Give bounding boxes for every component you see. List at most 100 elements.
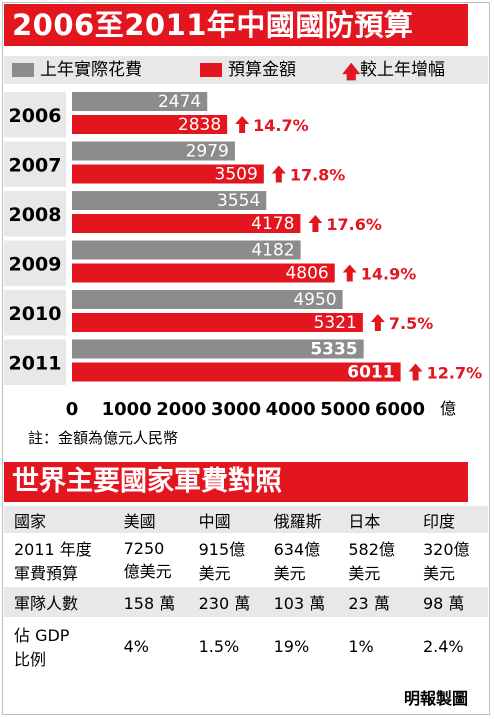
- table-cell: 2.4%: [412, 618, 488, 675]
- table-cell: 103 萬: [263, 586, 339, 619]
- table-cell: 4%: [113, 618, 189, 675]
- table-cell: 634億美元: [263, 534, 339, 587]
- legend-label-actual: 上年實際花費: [40, 60, 142, 80]
- row-label-troops: 軍隊人數: [4, 586, 114, 619]
- table-cell: 582億 美元: [338, 534, 413, 587]
- bar-budget-value-label: 4806: [285, 264, 328, 284]
- cell-line: 915億: [198, 540, 246, 559]
- legend-label-budget: 預算金額: [228, 60, 296, 80]
- table-header-japan: 日本: [338, 506, 413, 535]
- row-label-budget: 2011 年度 軍費預算: [4, 534, 114, 587]
- growth-label: 17.8%: [290, 166, 346, 185]
- credit-text: 明報製圖: [403, 689, 468, 708]
- growth-label: 12.7%: [427, 364, 483, 383]
- cell-line: 美元: [198, 564, 231, 583]
- bar-actual-value-label: 5335: [310, 340, 357, 360]
- bar-actual-value-label: 3554: [217, 191, 260, 211]
- row-label-line: 軍費預算: [14, 564, 79, 583]
- bar-budget: [72, 313, 363, 332]
- bar-actual-value-label: 2474: [158, 92, 201, 112]
- cell-line: 320億: [422, 540, 470, 559]
- table-header-russia: 俄羅斯: [263, 506, 339, 535]
- year-label: 2011: [9, 352, 62, 374]
- table-cell: 98 萬: [412, 586, 488, 619]
- table-header-row: 國家 美國 中國 俄羅斯 日本 印度: [4, 506, 488, 535]
- graphic-frame: [2, 2, 490, 715]
- table-cell: 320億美元: [412, 534, 488, 587]
- x-tick-label: 3000: [211, 399, 261, 420]
- cell-line: 美元: [422, 564, 455, 583]
- table-row-troops: 軍隊人數 158 萬 230 萬 103 萬 23 萬 98 萬: [4, 586, 488, 619]
- table-row-budget: 2011 年度 軍費預算 7250 億美元 915億美元 634億美元 582億美…: [4, 534, 488, 587]
- table-cell: 915億美元: [188, 534, 264, 587]
- bar-budget: [72, 362, 401, 382]
- year-label: 2009: [9, 253, 62, 275]
- cell-line: 美元: [273, 564, 306, 583]
- up-arrow-icon: [342, 264, 357, 282]
- row-label-gdp: 佔 GDP 比例: [4, 618, 114, 675]
- cell-line: 美元: [348, 564, 381, 583]
- year-label: 2007: [9, 154, 62, 176]
- bar-budget: [72, 214, 301, 233]
- x-tick-label: 2000: [156, 399, 206, 420]
- bar-budget: [72, 164, 264, 184]
- row-label-line: 比例: [14, 650, 47, 669]
- year-cell-bg: [4, 92, 66, 138]
- bar-budget-value-label: 3509: [215, 165, 258, 185]
- up-arrow-icon: [308, 215, 323, 232]
- bar-chart: 2006 2474 2838 14.7% 2007 2979 3509 17.8% 2008 35…: [4, 92, 483, 420]
- table-header-country: 國家: [4, 506, 114, 535]
- bar-budget-value-label: 2838: [178, 115, 221, 135]
- x-unit-label: 億: [440, 399, 456, 418]
- growth-label: 14.7%: [253, 116, 309, 135]
- year-cell-bg: [4, 290, 66, 336]
- chart-title: 2006至2011年中國國防預算: [4, 4, 468, 46]
- bar-budget-value-label: 4178: [251, 214, 294, 234]
- year-cell-bg: [4, 141, 66, 187]
- military-spending-table: 國家 美國 中國 俄羅斯 日本 印度 2011 年度 軍費預算 7250 億美元 …: [4, 506, 488, 675]
- bar-actual: [72, 141, 235, 161]
- bar-budget: [72, 115, 228, 134]
- table-header-china: 中國: [188, 506, 264, 535]
- up-arrow-icon: [235, 116, 250, 133]
- table-cell: 7250 億美元: [113, 534, 189, 587]
- x-tick-label: 1000: [102, 399, 152, 420]
- table-cell: 158 萬: [113, 586, 189, 619]
- bar-actual: [72, 240, 301, 260]
- growth-label: 7.5%: [389, 314, 433, 333]
- year-label: 2006: [9, 105, 62, 127]
- table-header-usa: 美國: [113, 506, 189, 535]
- bar-budget-value-label: 5321: [314, 313, 357, 333]
- year-label: 2010: [9, 303, 62, 325]
- x-tick-label: 4000: [266, 399, 316, 420]
- up-arrow-icon: 🡅: [342, 62, 361, 83]
- row-label-line: 2011 年度: [14, 540, 92, 559]
- x-tick-label: 0: [66, 399, 79, 420]
- table-header-india: 印度: [412, 506, 488, 535]
- cell-line: 7250: [123, 538, 165, 558]
- section2-title: 世界主要國家軍費對照: [4, 462, 468, 502]
- cell-line: 634億: [273, 540, 321, 559]
- bar-actual-value-label: 4950: [293, 290, 336, 310]
- x-tick-label: 5000: [320, 399, 370, 420]
- up-arrow-icon: [370, 314, 385, 331]
- legend-label-growth: 較上年增幅: [360, 60, 445, 80]
- bar-actual-value-label: 2979: [186, 142, 229, 162]
- bar-actual: [72, 339, 364, 359]
- bar-actual: [72, 290, 343, 309]
- year-cell-bg: [4, 240, 66, 286]
- bar-actual: [72, 191, 267, 210]
- year-cell-bg: [4, 191, 66, 237]
- table-row-gdp: 佔 GDP 比例 4% 1.5% 19% 1% 2.4%: [4, 618, 488, 675]
- table-cell: 230 萬: [188, 586, 264, 619]
- table-cell: 1%: [338, 618, 413, 675]
- cell-line: 億美元: [123, 561, 172, 581]
- bar-actual-value-label: 4182: [251, 241, 294, 261]
- growth-label: 17.6%: [326, 215, 382, 234]
- growth-label: 14.9%: [361, 265, 417, 284]
- table-cell: 1.5%: [188, 618, 264, 675]
- legend-swatch-actual: [12, 63, 34, 77]
- bar-budget-value-label: 6011: [347, 363, 394, 383]
- table-cell: 19%: [263, 618, 339, 675]
- table-cell: 23 萬: [338, 586, 413, 619]
